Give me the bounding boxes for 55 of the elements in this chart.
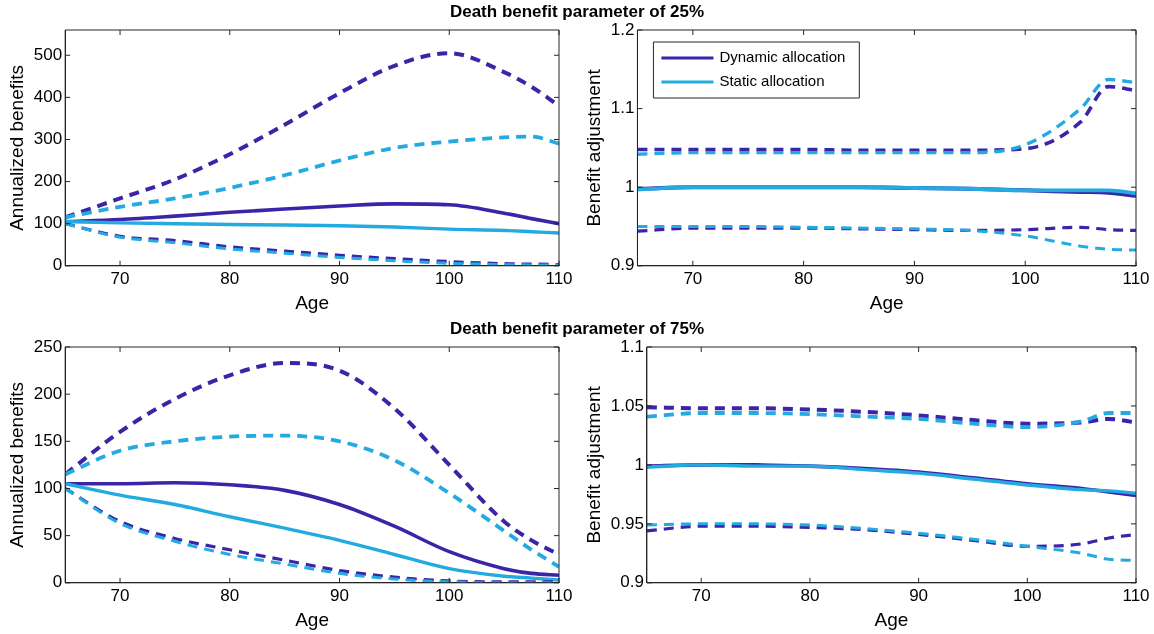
x-tick-label: 70 bbox=[110, 585, 130, 605]
x-tick-label: 70 bbox=[691, 585, 711, 605]
y-tick-label: 400 bbox=[33, 87, 63, 107]
x-tick-label: 100 bbox=[435, 585, 464, 605]
y-tick-label: 200 bbox=[33, 171, 63, 191]
y-tick-label: 1 bbox=[624, 176, 635, 196]
y-tick-label: 1.05 bbox=[610, 395, 644, 415]
y-tick-label: 1.2 bbox=[610, 19, 635, 39]
y-tick-label: 0 bbox=[52, 255, 63, 275]
y-axis-title: Benefit adjustment bbox=[582, 385, 604, 544]
y-tick-label: 1.1 bbox=[610, 98, 635, 118]
y-tick-label: 100 bbox=[33, 213, 63, 233]
x-tick-label: 70 bbox=[110, 268, 130, 288]
y-tick-label: 100 bbox=[33, 478, 63, 498]
y-tick-label: 200 bbox=[33, 383, 63, 403]
x-tick-label: 100 bbox=[435, 268, 464, 288]
x-tick-label: 80 bbox=[220, 585, 240, 605]
y-tick-label: 0.9 bbox=[620, 572, 644, 592]
y-tick-label: 1.1 bbox=[620, 336, 644, 356]
x-tick-label: 110 bbox=[1122, 268, 1150, 288]
x-axis-title: Age bbox=[295, 291, 329, 313]
x-tick-label: 110 bbox=[545, 268, 573, 288]
y-tick-label: 0 bbox=[52, 572, 63, 592]
y-tick-label: 150 bbox=[33, 431, 63, 451]
line-series bbox=[65, 433, 559, 569]
x-tick-label: 80 bbox=[794, 268, 814, 288]
line-series bbox=[637, 225, 1136, 252]
x-tick-label: 80 bbox=[800, 585, 820, 605]
x-tick-label: 100 bbox=[1011, 268, 1040, 288]
x-tick-label: 110 bbox=[1122, 585, 1150, 605]
y-tick-label: 50 bbox=[43, 525, 63, 545]
x-tick-label: 80 bbox=[220, 268, 240, 288]
y-tick-label: 250 bbox=[33, 336, 63, 356]
x-axis-title: Age bbox=[874, 608, 909, 630]
chart-title: Death benefit parameter of 75% bbox=[448, 319, 706, 339]
x-tick-label: 90 bbox=[330, 268, 349, 288]
y-axis-title: Benefit adjustment bbox=[582, 68, 604, 227]
chart-title: Death benefit parameter of 25% bbox=[448, 2, 706, 22]
y-tick-label: 500 bbox=[33, 44, 63, 64]
legend-label: Dynamic allocation bbox=[719, 48, 846, 66]
y-tick-label: 1 bbox=[634, 454, 644, 474]
x-tick-label: 90 bbox=[904, 268, 924, 288]
x-tick-label: 90 bbox=[330, 585, 349, 605]
y-tick-label: 0.9 bbox=[610, 255, 635, 275]
legend-label: Static allocation bbox=[719, 72, 825, 90]
x-tick-label: 110 bbox=[545, 585, 573, 605]
y-axis-title: Annualized benefits bbox=[5, 381, 27, 548]
y-axis-title: Annualized benefits bbox=[5, 64, 27, 231]
y-tick-label: 0.95 bbox=[610, 513, 644, 533]
x-tick-label: 90 bbox=[909, 585, 929, 605]
x-tick-label: 70 bbox=[683, 268, 703, 288]
x-tick-label: 100 bbox=[1013, 585, 1042, 605]
y-tick-label: 300 bbox=[33, 129, 63, 149]
x-axis-title: Age bbox=[869, 291, 904, 313]
x-axis-title: Age bbox=[295, 608, 329, 630]
